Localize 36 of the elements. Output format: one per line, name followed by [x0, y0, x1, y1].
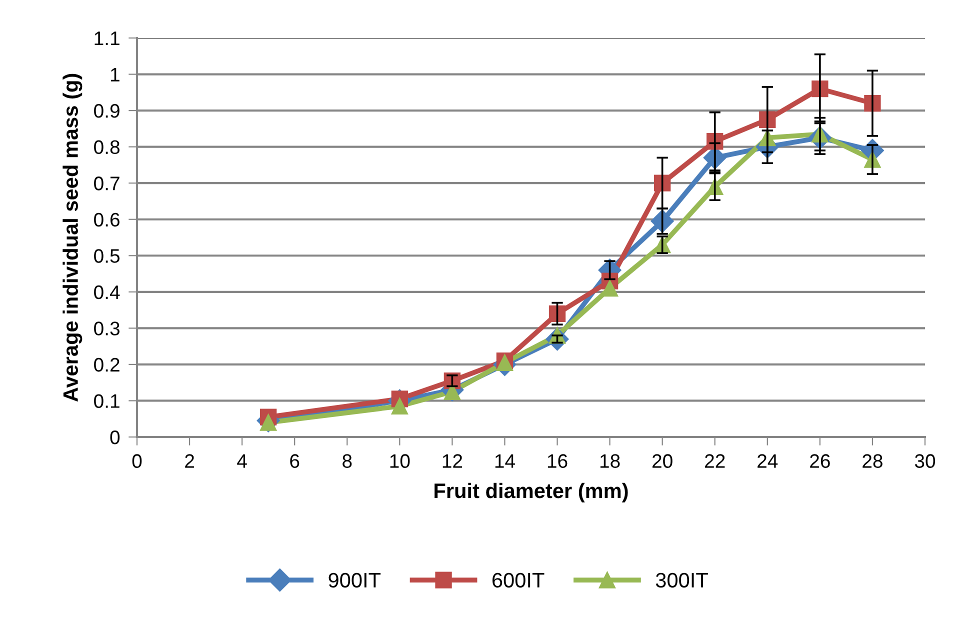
y-tick-label: 0.9 [94, 104, 120, 118]
legend-label: 300IT [656, 572, 708, 588]
x-tick-label: 28 [862, 454, 882, 468]
y-axis-title: Average individual seed mass (g) [62, 74, 82, 402]
x-tick-label: 22 [705, 454, 725, 468]
x-tick-label: 24 [758, 454, 778, 468]
x-tick-label: 30 [914, 454, 936, 468]
y-tick-label: 0 [110, 430, 120, 444]
point [444, 383, 461, 400]
y-tick-label: 0.8 [94, 140, 120, 154]
y-tick-label: 0.4 [94, 285, 120, 300]
x-tick-label: 4 [237, 454, 247, 468]
y-tick-label: 1.1 [94, 32, 120, 46]
x-tick-label: 6 [290, 454, 300, 468]
y-tick-label: 1 [111, 68, 120, 82]
y-tick-label: 0.7 [94, 176, 120, 190]
y-tick-label: 0.3 [94, 322, 120, 336]
y-tick-label: 0.2 [94, 358, 120, 372]
y-tick-label: 0.1 [94, 394, 120, 408]
point [654, 174, 671, 192]
x-axis-title: Fruit diameter (mm) [434, 482, 628, 502]
x-tick-label: 8 [342, 454, 352, 468]
x-tick-label: 14 [495, 454, 515, 468]
x-tick-label: 20 [652, 454, 672, 468]
x-tick-label: 2 [185, 454, 194, 468]
x-tick-label: 10 [390, 454, 410, 468]
y-tick-label: 0.6 [94, 212, 120, 227]
x-tick-label: 26 [810, 454, 830, 468]
y-tick-label: 0.5 [94, 249, 120, 263]
x-tick-label: 12 [442, 454, 462, 468]
x-tick-label: 16 [548, 454, 568, 468]
x-tick-label: 18 [600, 454, 620, 468]
legend-label: 900IT [328, 572, 381, 588]
legend-label: 600IT [492, 572, 544, 588]
point [548, 305, 566, 322]
x-tick-label: 0 [132, 454, 142, 468]
